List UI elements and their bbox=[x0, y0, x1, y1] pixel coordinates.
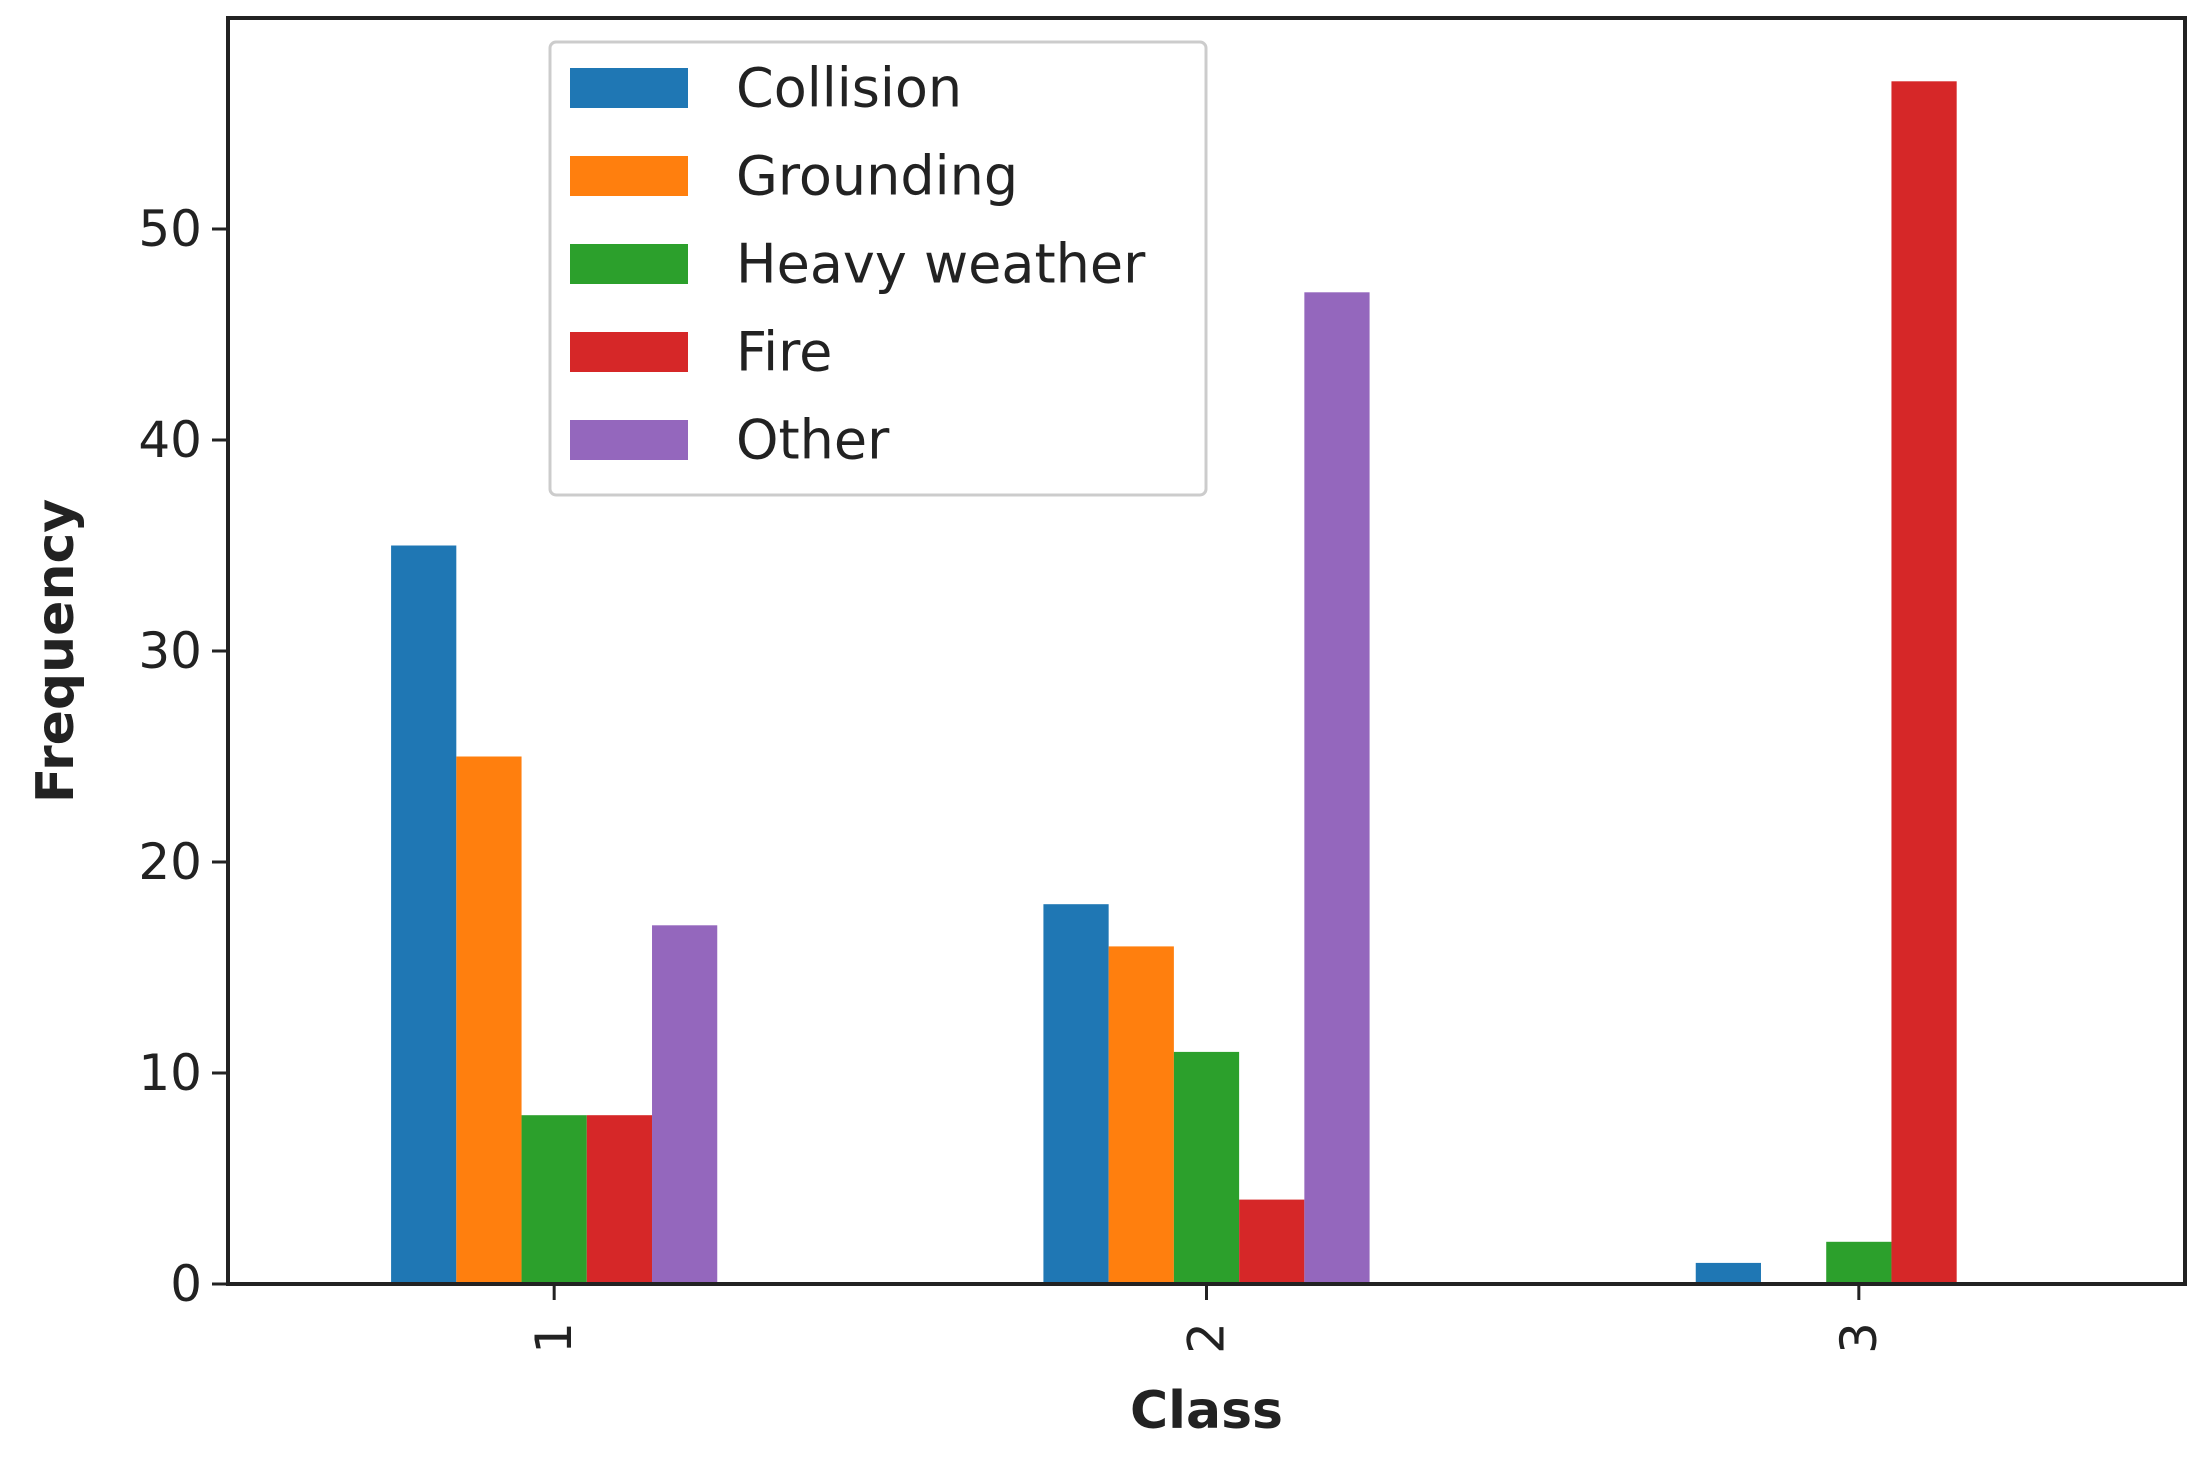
bar-other-class-1 bbox=[652, 925, 718, 1284]
legend-label-other: Other bbox=[736, 409, 890, 472]
legend-swatch-heavy-weather bbox=[570, 244, 688, 284]
x-tick-label: 1 bbox=[525, 1322, 583, 1354]
bar-grounding-class-2 bbox=[1108, 946, 1174, 1284]
x-tick-label: 3 bbox=[1830, 1322, 1888, 1354]
legend-label-fire: Fire bbox=[736, 321, 832, 384]
y-tick-label: 20 bbox=[138, 833, 202, 891]
legend-box bbox=[548, 40, 1208, 497]
bar-other-class-2 bbox=[1304, 292, 1370, 1284]
legend-swatch-collision bbox=[570, 68, 688, 108]
bar-fire-class-3 bbox=[1891, 81, 1957, 1284]
bar-heavy-weather-class-1 bbox=[521, 1115, 587, 1284]
bar-heavy-weather-class-3 bbox=[1826, 1241, 1892, 1284]
legend-swatch-other bbox=[570, 420, 688, 460]
bar-collision-class-1 bbox=[391, 545, 457, 1284]
legend-label-collision: Collision bbox=[736, 57, 962, 120]
legend: Collision Grounding Heavy weather Fire Other bbox=[548, 40, 1208, 497]
y-tick-label: 50 bbox=[138, 200, 202, 258]
bars-group bbox=[391, 81, 1957, 1284]
bar-grounding-class-1 bbox=[456, 756, 522, 1284]
y-tick-label: 0 bbox=[170, 1255, 202, 1313]
y-tick-label: 10 bbox=[138, 1044, 202, 1102]
y-axis-label: Frequency bbox=[26, 499, 86, 803]
y-tick-label: 30 bbox=[138, 622, 202, 680]
legend-label-heavy-weather: Heavy weather bbox=[736, 233, 1146, 296]
x-tick-label: 2 bbox=[1178, 1322, 1236, 1354]
x-axis: 1 2 3 bbox=[525, 1284, 1888, 1354]
y-axis: 0 10 20 30 40 50 bbox=[138, 200, 228, 1313]
y-tick-label: 40 bbox=[138, 411, 202, 469]
x-axis-label: Class bbox=[1130, 1381, 1283, 1441]
bar-fire-class-1 bbox=[586, 1115, 653, 1284]
legend-swatch-fire bbox=[570, 332, 688, 372]
bar-heavy-weather-class-2 bbox=[1173, 1051, 1240, 1284]
bar-collision-class-2 bbox=[1043, 904, 1109, 1284]
bar-fire-class-2 bbox=[1239, 1199, 1305, 1284]
legend-swatch-grounding bbox=[570, 156, 688, 196]
legend-label-grounding: Grounding bbox=[736, 145, 1018, 208]
bar-collision-class-3 bbox=[1695, 1262, 1761, 1284]
